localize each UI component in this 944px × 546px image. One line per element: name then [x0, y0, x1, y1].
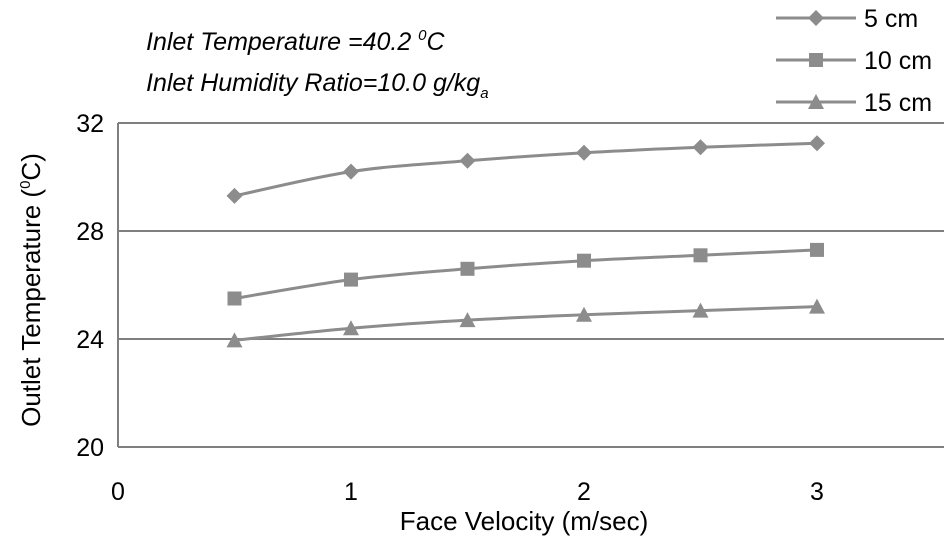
series-line: [234, 248, 818, 300]
y-axis-title-sup: 0: [17, 181, 34, 189]
y-tick-label: 32: [76, 110, 104, 138]
legend-item: 5 cm: [776, 5, 918, 33]
annotation-temperature-tail: C: [427, 28, 446, 56]
x-tick-label: 1: [344, 478, 358, 506]
data-point-diamond: [226, 187, 243, 204]
data-point-triangle: [226, 332, 243, 348]
legend-label: 10 cm: [864, 47, 932, 75]
legend-label: 5 cm: [864, 5, 918, 33]
legend-item: 10 cm: [776, 47, 932, 75]
x-tick-label: 2: [577, 478, 591, 506]
data-point-square: [810, 242, 824, 257]
series-line: [234, 305, 818, 342]
x-tick-label: 3: [810, 478, 824, 506]
data-point-square: [227, 291, 242, 306]
data-point-diamond: [459, 152, 476, 169]
annotation-inlet-temperature: Inlet Temperature =40.2 0C: [146, 27, 446, 56]
series-15-cm: [226, 298, 825, 348]
x-tick-labels: 0 1 2 3: [111, 478, 824, 506]
legend-label: 15 cm: [864, 89, 932, 117]
data-point-triangle: [459, 312, 476, 328]
series-5-cm: [226, 135, 825, 204]
data-point-triangle: [809, 298, 825, 314]
annotation-humidity-sub: a: [480, 85, 488, 102]
series-10-cm: [227, 242, 824, 306]
data-point-diamond: [692, 139, 709, 156]
legend-marker-square: [809, 53, 823, 67]
x-tick-label: 0: [111, 478, 125, 506]
data-point-square: [693, 248, 708, 263]
gridlines: [118, 122, 944, 448]
series-line: [234, 141, 818, 198]
y-tick-label: 24: [76, 326, 104, 354]
y-axis-title: Outlet Temperature (0C): [16, 153, 46, 427]
data-point-diamond: [576, 144, 592, 161]
data-point-square: [460, 261, 475, 276]
data-point-triangle: [692, 302, 709, 318]
y-axis-title-suffix: C): [16, 153, 46, 180]
legend-marker-diamond: [808, 10, 824, 26]
y-tick-label: 28: [76, 218, 104, 246]
y-tick-labels: 20 24 28 32: [76, 110, 104, 462]
annotation-temperature-text: Inlet Temperature =40.2: [146, 28, 418, 56]
data-point-triangle: [576, 306, 592, 322]
annotation-inlet-humidity: Inlet Humidity Ratio=10.0 g/kga: [146, 69, 489, 102]
annotation-temperature-sup: 0: [418, 27, 427, 44]
legend-item: 15 cm: [776, 89, 932, 117]
x-axis-title: Face Velocity (m/sec): [400, 506, 649, 536]
annotation-humidity-text: Inlet Humidity Ratio=10.0 g/kg: [146, 69, 480, 97]
series-layer: [226, 135, 825, 348]
y-tick-label: 20: [76, 434, 104, 462]
data-point-triangle: [343, 320, 359, 336]
legend: 5 cm 10 cm 15 cm: [776, 5, 932, 117]
data-point-diamond: [809, 135, 825, 152]
legend-marker-triangle: [808, 94, 824, 109]
data-point-square: [344, 272, 358, 287]
data-point-diamond: [343, 163, 359, 180]
data-point-square: [577, 253, 591, 268]
y-axis-title-prefix: Outlet Temperature (: [16, 189, 46, 427]
